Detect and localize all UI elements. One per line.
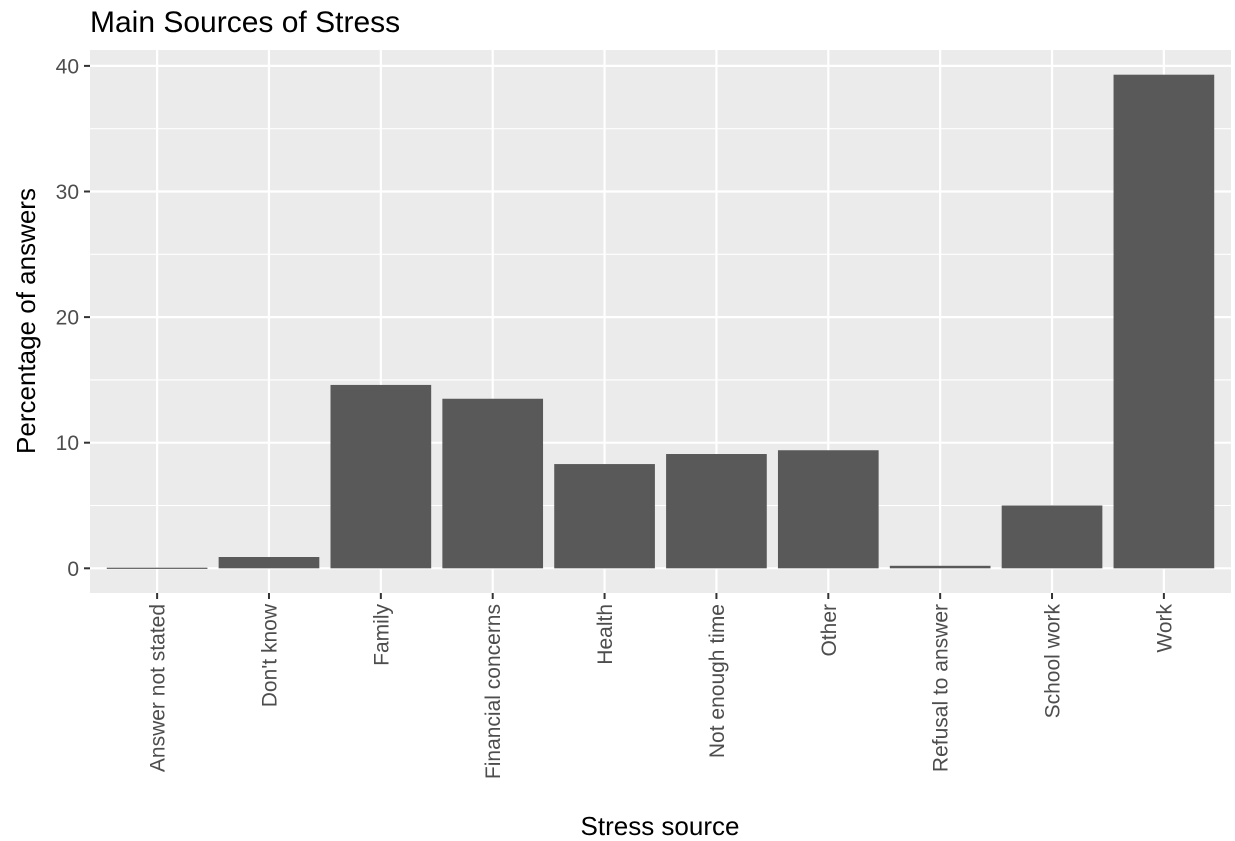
y-axis: 0 10 20 30 40 bbox=[56, 55, 90, 581]
x-tick-label: Family bbox=[370, 604, 393, 666]
x-tick-label: Financial concerns bbox=[482, 604, 505, 779]
bar bbox=[777, 450, 879, 569]
x-tick-label: Don't know bbox=[258, 603, 281, 707]
plot-panel bbox=[90, 50, 1231, 593]
bar bbox=[554, 464, 655, 569]
bar bbox=[218, 557, 320, 569]
y-tick-label: 30 bbox=[56, 181, 79, 204]
x-tick-label: Refusal to answer bbox=[930, 604, 953, 772]
bar bbox=[106, 567, 208, 569]
bar bbox=[442, 398, 544, 569]
chart-title: Main Sources of Stress bbox=[90, 6, 400, 39]
x-tick-label: Not enough time bbox=[706, 604, 729, 758]
y-axis-title: Percentage of answers bbox=[11, 188, 41, 454]
bars bbox=[106, 74, 1215, 569]
y-tick-label: 10 bbox=[56, 432, 79, 455]
x-tick-label: Work bbox=[1153, 604, 1176, 653]
y-tick-label: 40 bbox=[56, 55, 79, 78]
x-tick-label: Health bbox=[594, 604, 617, 665]
bar bbox=[330, 384, 432, 569]
bar bbox=[1001, 505, 1103, 569]
bar bbox=[666, 454, 767, 569]
x-axis: Answer not stated Don't know Family Financi… bbox=[147, 593, 1176, 779]
y-tick-label: 20 bbox=[56, 307, 79, 330]
x-axis-title: Stress source bbox=[581, 811, 740, 841]
bar bbox=[1113, 74, 1215, 569]
y-tick-label: 0 bbox=[67, 558, 79, 581]
x-tick-label: Other bbox=[818, 604, 841, 657]
x-tick-label: School work bbox=[1042, 604, 1065, 719]
x-tick-label: Answer not stated bbox=[147, 604, 170, 772]
bar bbox=[889, 565, 991, 569]
